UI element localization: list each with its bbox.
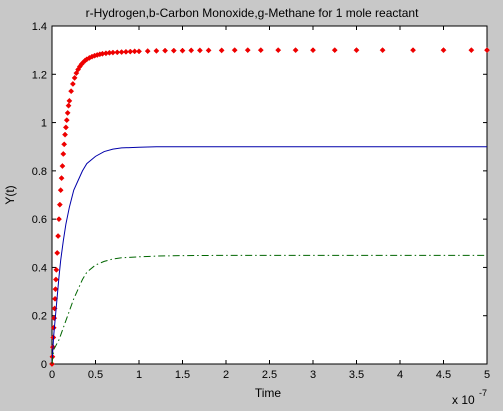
data-point bbox=[196, 47, 203, 54]
x-tick-label: 1 bbox=[136, 369, 142, 381]
data-point bbox=[64, 109, 71, 116]
y-tick-label: 1.4 bbox=[32, 21, 47, 33]
data-point bbox=[440, 47, 447, 54]
x-tick-label: 0.5 bbox=[88, 369, 103, 381]
plot-area bbox=[51, 25, 488, 365]
data-point bbox=[53, 266, 60, 273]
series-line-2 bbox=[51, 254, 487, 365]
y-tick-label: 0.2 bbox=[32, 311, 47, 323]
data-point bbox=[62, 124, 69, 131]
x-tick-label: 2 bbox=[223, 369, 229, 381]
data-point bbox=[379, 47, 386, 54]
y-tick-label: 1 bbox=[41, 118, 47, 130]
data-point bbox=[68, 88, 75, 95]
data-point bbox=[60, 151, 67, 157]
data-point bbox=[292, 47, 299, 54]
data-point bbox=[56, 216, 62, 223]
x-tick-label: 3.5 bbox=[349, 369, 364, 381]
data-point bbox=[109, 49, 116, 56]
data-point bbox=[244, 47, 251, 54]
x-tick-label: 4.5 bbox=[436, 369, 451, 381]
data-point bbox=[122, 48, 129, 55]
y-tick-label: 0.4 bbox=[32, 262, 47, 274]
x-tick-label: 4 bbox=[397, 369, 403, 381]
data-point bbox=[468, 47, 475, 54]
series-markers-0 bbox=[49, 47, 490, 367]
data-point bbox=[52, 286, 59, 293]
data-point bbox=[179, 47, 186, 54]
data-point bbox=[69, 80, 76, 87]
data-point bbox=[118, 49, 125, 56]
data-point bbox=[484, 47, 490, 54]
y-tick-label: 1.2 bbox=[32, 69, 47, 81]
data-point bbox=[66, 97, 73, 104]
y-tick-label: 0.8 bbox=[32, 166, 47, 178]
x-tick-label: 0 bbox=[49, 369, 55, 381]
y-axis-label: Y(t) bbox=[3, 185, 17, 204]
x-multiplier-exponent: -7 bbox=[479, 388, 487, 398]
x-tick-label: 1.5 bbox=[175, 369, 190, 381]
x-tick-label: 3 bbox=[310, 369, 316, 381]
data-point bbox=[114, 49, 121, 56]
data-point bbox=[127, 48, 134, 55]
data-point bbox=[56, 201, 63, 208]
data-point bbox=[275, 47, 282, 54]
data-point bbox=[63, 117, 70, 124]
series-line-1 bbox=[51, 146, 487, 365]
data-point bbox=[331, 47, 338, 54]
data-point bbox=[353, 47, 360, 54]
axes: 0 0.5 1 1.5 2 2.5 3 3.5 4 4.5 5 0 0.2 0.4 0.6 0.8 1 1.2 1.… bbox=[32, 21, 490, 381]
x-tick-label: 5 bbox=[484, 369, 490, 381]
data-point bbox=[58, 175, 65, 182]
data-point bbox=[65, 102, 72, 109]
y-tick-label: 0 bbox=[41, 359, 47, 371]
data-point bbox=[136, 48, 142, 55]
data-point bbox=[205, 47, 212, 54]
chart-title: r-Hydrogen,b-Carbon Monoxide,g-Methane f… bbox=[86, 6, 420, 20]
x-axis-label: Time bbox=[255, 386, 282, 400]
data-point bbox=[257, 47, 264, 54]
data-point bbox=[144, 48, 151, 55]
data-point bbox=[170, 47, 177, 54]
data-point bbox=[55, 233, 62, 239]
data-point bbox=[410, 47, 417, 54]
data-point bbox=[188, 47, 195, 54]
data-point bbox=[62, 131, 69, 138]
data-point bbox=[153, 47, 160, 54]
data-point bbox=[59, 163, 66, 169]
data-point bbox=[131, 48, 138, 55]
x-tick-label: 2.5 bbox=[262, 369, 277, 381]
data-point bbox=[57, 187, 64, 194]
x-multiplier-label: x 10 bbox=[452, 393, 475, 407]
data-point bbox=[71, 74, 78, 81]
data-point bbox=[54, 249, 61, 256]
series-layer bbox=[49, 47, 490, 367]
data-point bbox=[61, 141, 68, 148]
data-point bbox=[52, 276, 59, 283]
data-point bbox=[218, 47, 225, 54]
data-point bbox=[231, 47, 238, 54]
y-tick-label: 0.6 bbox=[32, 214, 47, 226]
data-point bbox=[162, 47, 169, 54]
data-point bbox=[310, 47, 316, 54]
